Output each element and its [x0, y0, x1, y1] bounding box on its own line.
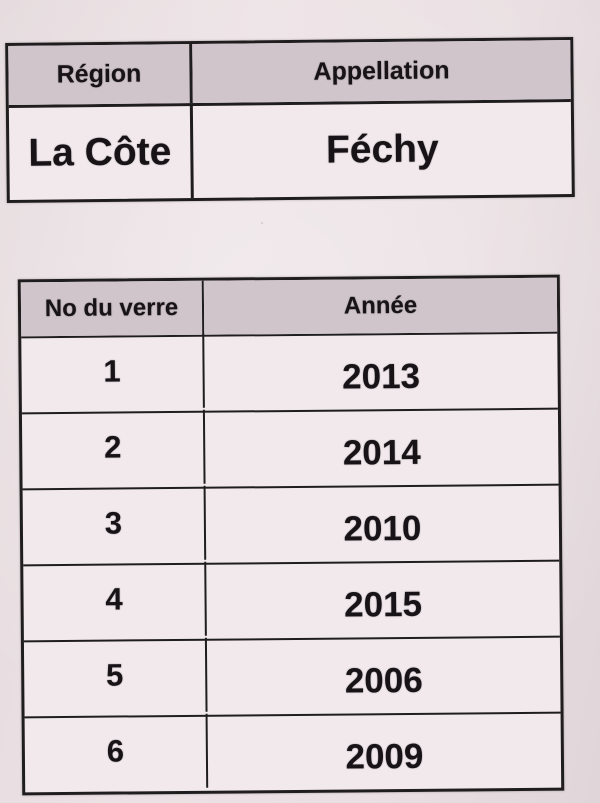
glass-number-header-cell: No du verre [20, 280, 205, 337]
table-row: 6 2009 [24, 711, 562, 793]
year-header-cell: Année [203, 277, 558, 335]
appellation-value-cell: Féchy [325, 127, 439, 172]
region-table-header-row: Région Appellation [8, 40, 571, 108]
glass-number-cell: 6 [24, 713, 209, 790]
year-cell: 2006 [344, 660, 423, 701]
year-cell: 2010 [343, 508, 422, 549]
glass-number-cell: 5 [23, 637, 208, 714]
table-row: 1 2013 [21, 331, 558, 413]
table-row: 2 2014 [21, 407, 559, 489]
glass-number-cell: 2 [21, 409, 206, 486]
table-row: 3 2010 [22, 483, 560, 565]
year-cell: 2009 [345, 736, 424, 777]
table-row: 5 2006 [23, 635, 561, 717]
glass-number-cell: 3 [22, 485, 207, 562]
glass-number-cell: 4 [23, 561, 207, 638]
region-appellation-table: Région Appellation La Côte Féchy [5, 37, 575, 203]
region-header-cell: Région [8, 44, 193, 105]
glass-number-cell: 1 [21, 333, 205, 410]
region-table-value-row: La Côte Féchy [8, 102, 572, 200]
year-cell: 2014 [342, 432, 421, 473]
region-value-cell: La Côte [8, 106, 194, 200]
year-cell: 2015 [344, 584, 423, 625]
appellation-header-cell: Appellation [192, 40, 571, 104]
table-row: 4 2015 [23, 559, 560, 641]
year-cell: 2013 [342, 356, 421, 397]
glass-table-header-row: No du verre Année [20, 277, 558, 337]
glass-year-table: No du verre Année 1 2013 2 2014 3 2010 4… [17, 274, 565, 796]
